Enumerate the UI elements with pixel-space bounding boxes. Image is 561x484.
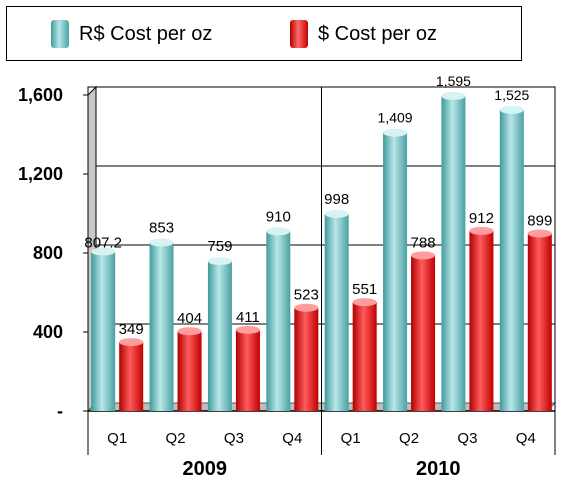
category-label: Q1	[341, 430, 361, 447]
bar-usd-cost	[411, 255, 436, 411]
category-label: Q4	[516, 430, 536, 447]
category-label: Q2	[399, 430, 419, 447]
bar-rs-cost	[499, 109, 524, 411]
bar-rs-cost-top	[266, 227, 291, 236]
legend-label-usd-cost: $ Cost per oz	[318, 22, 437, 45]
legend-label-rs-cost: R$ Cost per oz	[79, 22, 213, 45]
bar-usd-cost	[352, 302, 377, 411]
bar-rs-cost	[149, 242, 174, 411]
data-label-usd-cost: 899	[527, 212, 552, 229]
bar-usd-cost-top	[411, 251, 436, 260]
bar-usd-cost	[527, 233, 552, 411]
bar-rs-cost	[207, 261, 232, 411]
y-tick-label: 1,600	[18, 85, 63, 105]
data-label-usd-cost: 551	[352, 281, 377, 298]
bar-usd-cost	[235, 329, 260, 411]
data-label-usd-cost: 349	[119, 321, 144, 338]
bar-usd-cost-top	[235, 325, 260, 334]
plot-area: - 400 800 1,200 1,600 807.2 349 Q1 853 404 Q2 759 41…	[18, 73, 557, 480]
bar-usd-cost-top	[177, 327, 202, 336]
legend-item-usd-cost: $ Cost per oz	[290, 20, 437, 48]
y-tick-label: 800	[33, 243, 63, 263]
data-label-rs-cost: 807.2	[84, 235, 122, 252]
bar-usd-cost	[119, 342, 144, 411]
bar-usd-cost-top	[119, 338, 144, 347]
y-tick-label: 400	[33, 322, 63, 342]
data-label-usd-cost: 404	[177, 310, 202, 327]
data-label-usd-cost: 411	[236, 309, 260, 326]
year-group-label: 2010	[416, 458, 461, 480]
data-label-rs-cost: 998	[324, 191, 349, 208]
category-label: Q1	[107, 430, 127, 447]
data-label-rs-cost: 853	[149, 220, 174, 237]
bar-usd-cost-top	[469, 226, 494, 235]
bar-rs-cost-top	[207, 257, 232, 266]
category-label: Q4	[282, 430, 302, 447]
bar-rs-cost-top	[383, 128, 408, 137]
bar-rs-cost-top	[499, 105, 524, 114]
bar-rs-cost	[266, 231, 291, 411]
bar-usd-cost-top	[352, 298, 377, 307]
bar-usd-cost-top	[527, 229, 552, 238]
legend-item-rs-cost: R$ Cost per oz	[51, 20, 212, 48]
data-label-usd-cost: 788	[411, 234, 436, 251]
data-label-rs-cost: 759	[207, 238, 232, 255]
bar-rs-cost-top	[324, 209, 349, 218]
category-label: Q2	[166, 430, 186, 447]
legend-swatch-teal	[51, 20, 69, 48]
data-label-usd-cost: 912	[469, 210, 494, 227]
bar-usd-cost	[294, 307, 319, 411]
y-tick-label: -	[57, 401, 63, 421]
data-label-rs-cost: 1,525	[494, 87, 529, 103]
bar-usd-cost	[469, 230, 494, 411]
category-label: Q3	[224, 430, 244, 447]
bar-rs-cost	[441, 95, 466, 412]
year-group-label: 2009	[183, 458, 228, 480]
bar-rs-cost-top	[91, 247, 116, 256]
data-label-rs-cost: 1,409	[378, 110, 413, 126]
bar-usd-cost	[177, 331, 202, 411]
y-tick-label: 1,200	[18, 164, 63, 184]
data-label-rs-cost: 910	[266, 208, 291, 225]
bar-rs-cost-top	[149, 238, 174, 247]
legend: R$ Cost per oz $ Cost per oz	[6, 6, 522, 61]
bar-rs-cost	[91, 251, 116, 411]
data-label-rs-cost: 1,595	[436, 73, 471, 89]
bar-rs-cost	[383, 132, 408, 411]
legend-swatch-red	[290, 20, 308, 48]
category-label: Q3	[457, 430, 477, 447]
data-label-usd-cost: 523	[294, 287, 319, 304]
bar-rs-cost	[324, 213, 349, 411]
bar-usd-cost-top	[294, 303, 319, 312]
bar-rs-cost-top	[441, 91, 466, 100]
